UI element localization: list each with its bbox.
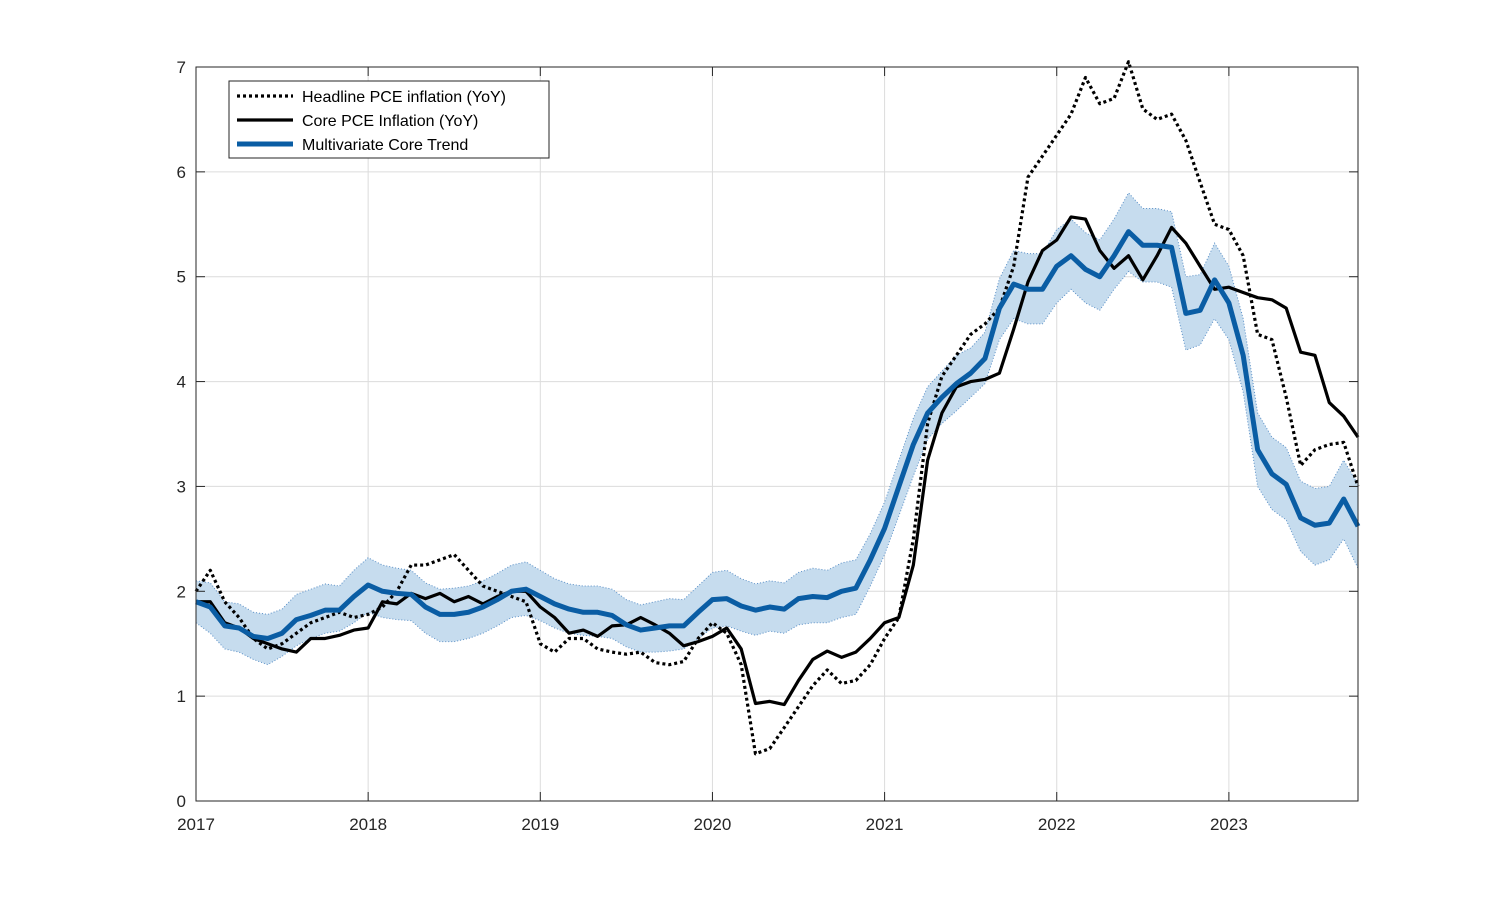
x-tick-label: 2019 — [521, 815, 559, 834]
grid — [196, 67, 1358, 801]
y-tick-label: 1 — [177, 687, 186, 706]
plot-background — [196, 67, 1358, 801]
y-tick-label: 3 — [177, 477, 186, 496]
x-tick-label: 2020 — [694, 815, 732, 834]
legend-label-headline: Headline PCE inflation (YoY) — [302, 89, 506, 106]
x-tick-label: 2022 — [1038, 815, 1076, 834]
core-pce-line — [196, 215, 1360, 707]
series-lines — [194, 60, 1361, 756]
y-tick-label: 4 — [177, 373, 186, 392]
legend-label-core: Core PCE Inflation (YoY) — [302, 113, 478, 130]
y-tick-label: 7 — [177, 58, 186, 77]
y-tick-label: 0 — [177, 792, 186, 811]
legend: Headline PCE inflation (YoY) Core PCE In… — [228, 80, 550, 159]
band-lower-edge — [195, 270, 1359, 666]
axis-ticks: 2017 2018 2019 2020 2021 2022 2023 0 1 2 3 4 5 6 7 — [177, 58, 1358, 834]
plot-frame — [195, 66, 1359, 802]
y-tick-label: 6 — [177, 163, 186, 182]
band-upper-edge — [195, 191, 1359, 615]
y-tick-label: 5 — [177, 268, 186, 287]
x-tick-label: 2023 — [1210, 815, 1248, 834]
x-tick-label: 2017 — [177, 815, 215, 834]
y-tick-label: 2 — [177, 582, 186, 601]
x-tick-label: 2018 — [349, 815, 387, 834]
multivariate-core-trend-line — [195, 229, 1361, 641]
headline-pce-line — [194, 60, 1360, 756]
x-tick-label: 2021 — [866, 815, 904, 834]
legend-label-trend: Multivariate Core Trend — [302, 137, 468, 154]
